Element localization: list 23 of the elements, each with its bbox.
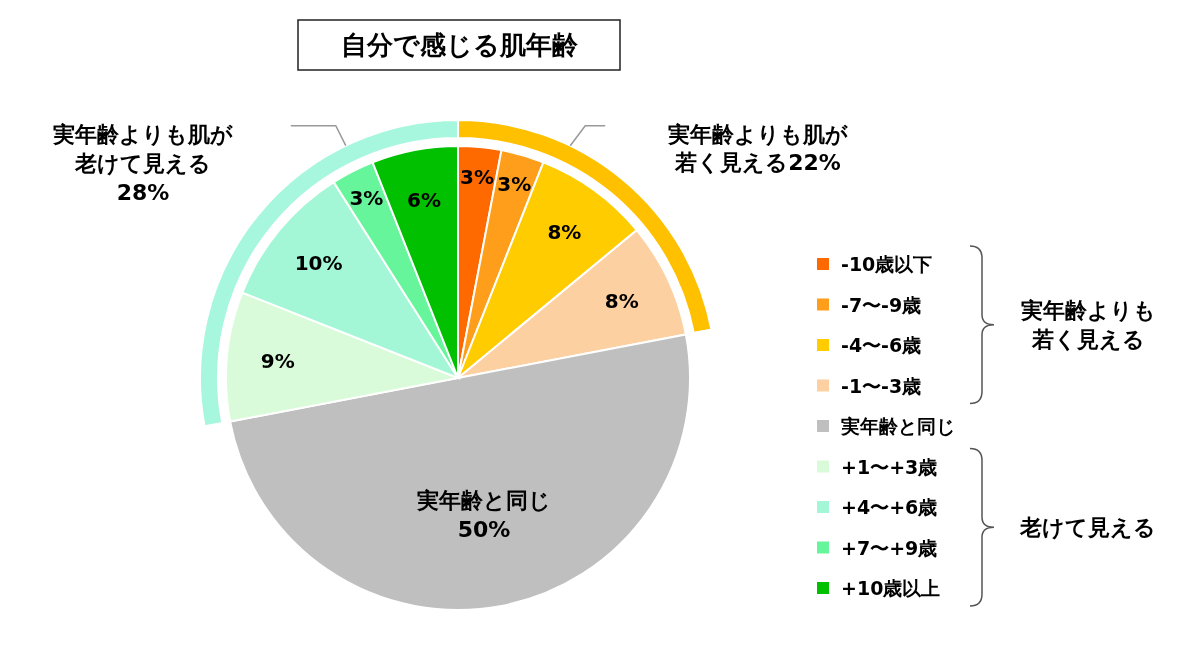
legend-label: +1〜+3歳 <box>841 455 938 478</box>
legend-label: +7〜+9歳 <box>841 536 938 559</box>
data-label: 3% <box>349 186 384 211</box>
data-label: 3% <box>497 172 532 197</box>
legend-label: 実年齢と同じ <box>840 415 955 437</box>
data-label: 6% <box>407 188 442 213</box>
data-label: 8% <box>604 288 639 313</box>
data-label: 8% <box>547 219 582 244</box>
legend-label: -1〜-3歳 <box>841 374 922 397</box>
text: 実年齢よりも肌が老けて見える28% <box>52 121 233 205</box>
data-label: 10% <box>294 250 343 275</box>
legend-label: +10歳以上 <box>841 577 941 599</box>
legend-label: -7〜-9歳 <box>841 293 922 316</box>
legend-label: +4〜+6歳 <box>841 496 938 518</box>
data-label: 実年齢と同じ 50% <box>416 487 552 542</box>
legend-label: -10歳以下 <box>841 253 933 275</box>
legend-label: -4〜-6歳 <box>841 334 922 356</box>
text: 老けて見える <box>1019 514 1156 540</box>
data-label: 3% <box>460 165 494 190</box>
chart-title: 自分で感じる肌年齢 <box>340 30 579 60</box>
text: 実年齢よりも肌が若く見える22% <box>667 121 848 175</box>
data-label: 9% <box>260 348 295 373</box>
text: 実年齢よりも若く見える <box>1019 297 1156 352</box>
